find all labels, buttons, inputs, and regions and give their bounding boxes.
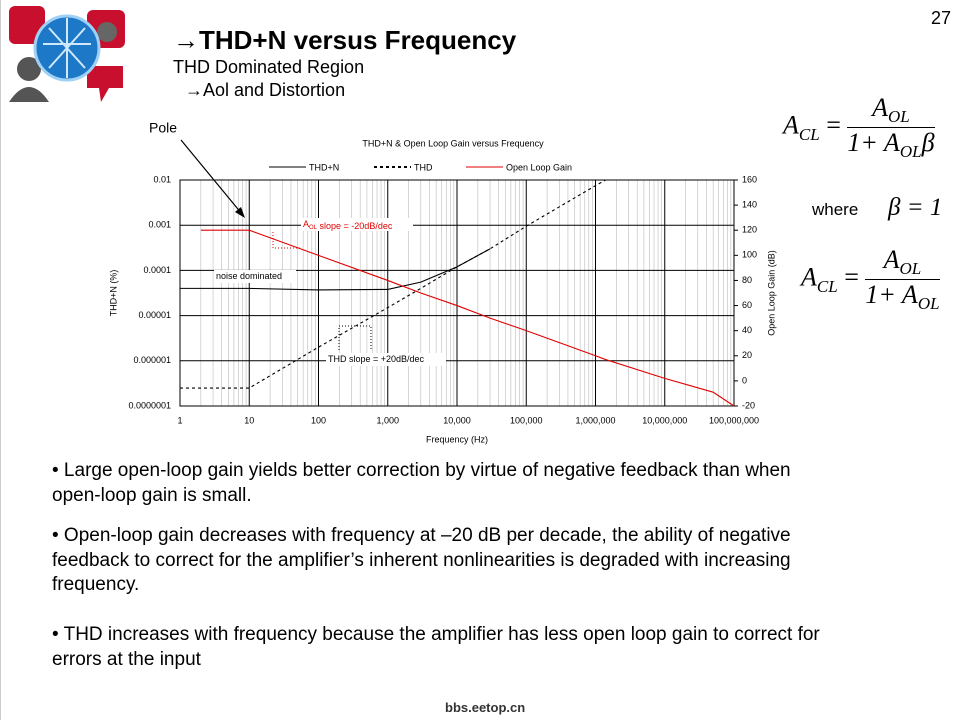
- y-tick-label: 0.01: [153, 174, 171, 184]
- eq-text: CL: [798, 124, 820, 144]
- bullet: • THD increases with frequency because t…: [52, 624, 820, 670]
- guide: [338, 325, 372, 350]
- guide: [272, 232, 301, 249]
- y2-tick-label: 40: [742, 325, 752, 335]
- eq-text: OL: [899, 142, 922, 162]
- x-tick-label: 100: [311, 415, 326, 425]
- eq-text: =: [844, 262, 859, 292]
- y2-tick-label: 20: [742, 350, 752, 360]
- annotation-text: slope = -20dB/dec: [317, 221, 393, 231]
- legend-label: Open Loop Gain: [506, 162, 572, 172]
- x-tick-label: 100,000,000: [709, 415, 759, 425]
- x-tick-label: 1,000,000: [575, 415, 615, 425]
- footer: bbs.eetop.cn: [445, 700, 526, 715]
- y-tick-label: 0.000001: [133, 355, 171, 365]
- bullet: • Large open-loop gain yields better cor…: [52, 460, 791, 506]
- x-tick-label: 10: [244, 415, 254, 425]
- pole-label: Pole: [149, 120, 177, 136]
- series-line: [180, 248, 491, 291]
- pole-arrow: [180, 139, 243, 215]
- legend-label: THD: [414, 162, 433, 172]
- pole-arrowhead: [235, 207, 245, 218]
- eq-text: =: [826, 110, 841, 140]
- eq-text: 1+ A: [847, 128, 900, 158]
- noise-label: noise dominated: [216, 271, 282, 281]
- eq-text: A: [883, 245, 900, 274]
- subsubtitle: →Aol and Distortion: [185, 80, 346, 100]
- eq-text: CL: [816, 276, 838, 296]
- equation: ACL = AOL 1+ AOL: [801, 245, 940, 314]
- y-tick-label: 0.0001: [143, 265, 171, 275]
- x-tick-label: 100,000: [510, 415, 543, 425]
- y2-axis-label: Open Loop Gain (dB): [766, 250, 776, 336]
- eq-text: A: [801, 262, 817, 292]
- y-tick-label: 0.001: [148, 220, 171, 230]
- eq-text: OL: [899, 259, 922, 279]
- eq-text: A: [872, 93, 889, 122]
- series-line: [200, 229, 735, 407]
- where-label: where: [812, 200, 859, 219]
- title: →THD+N versus Frequency: [173, 25, 517, 55]
- eq-text: A: [783, 110, 799, 140]
- eq-text: OL: [917, 294, 940, 314]
- y2-tick-label: 100: [742, 250, 757, 260]
- y2-tick-label: 60: [742, 300, 752, 310]
- plot-frame: [179, 179, 735, 407]
- y2-tick-label: 140: [742, 199, 757, 209]
- eq-text: OL: [888, 107, 910, 127]
- aol-slope-label: AOL slope = -20dB/dec: [303, 219, 393, 231]
- annotation-bg: [301, 218, 413, 231]
- y2-tick-label: 0: [742, 375, 747, 385]
- annotation-text: A: [303, 219, 309, 229]
- y2-tick-label: -20: [742, 400, 755, 410]
- x-tick-label: 10,000: [443, 415, 471, 425]
- x-tick-label: 10,000,000: [642, 415, 687, 425]
- eq-text: 1+ A: [865, 280, 918, 310]
- annotation-text: noise dominated: [216, 271, 282, 281]
- y-axis-label: THD+N (%): [108, 270, 118, 317]
- eq-text: β: [921, 128, 935, 158]
- series-line: [180, 179, 606, 389]
- annotation-text: OL: [309, 225, 318, 231]
- chart-title: THD+N & Open Loop Gain versus Frequency: [362, 138, 544, 148]
- subtitle: THD Dominated Region: [173, 57, 365, 77]
- page-number: 27: [930, 8, 951, 28]
- chart: 1 10 100 1,000 10,000 100,000 1,000,000 10,000,…: [108, 120, 776, 445]
- annotation-bg: [326, 353, 446, 366]
- annotation-text: THD slope = +20dB/dec: [328, 354, 425, 364]
- x-axis-label: Frequency (Hz): [426, 434, 488, 444]
- y2-tick-label: 120: [742, 225, 757, 235]
- y2-tick-label: 80: [742, 275, 752, 285]
- x-tick-label: 1: [177, 415, 182, 425]
- x-tick-label: 1,000: [376, 415, 399, 425]
- y-tick-label: 0.00001: [138, 310, 171, 320]
- y2-tick-label: 160: [742, 174, 757, 184]
- equation: ACL = AOL 1+ AOLβ: [783, 93, 935, 162]
- logo: [9, 6, 125, 102]
- annotation-bg: [214, 270, 296, 283]
- y-tick-label: 0.0000001: [128, 400, 171, 410]
- bullet: • Open-loop gain decreases with frequenc…: [52, 525, 791, 595]
- thd-slope-label: THD slope = +20dB/dec: [328, 354, 425, 364]
- legend-label: THD+N: [309, 162, 339, 172]
- beta-eq: β = 1: [888, 194, 943, 221]
